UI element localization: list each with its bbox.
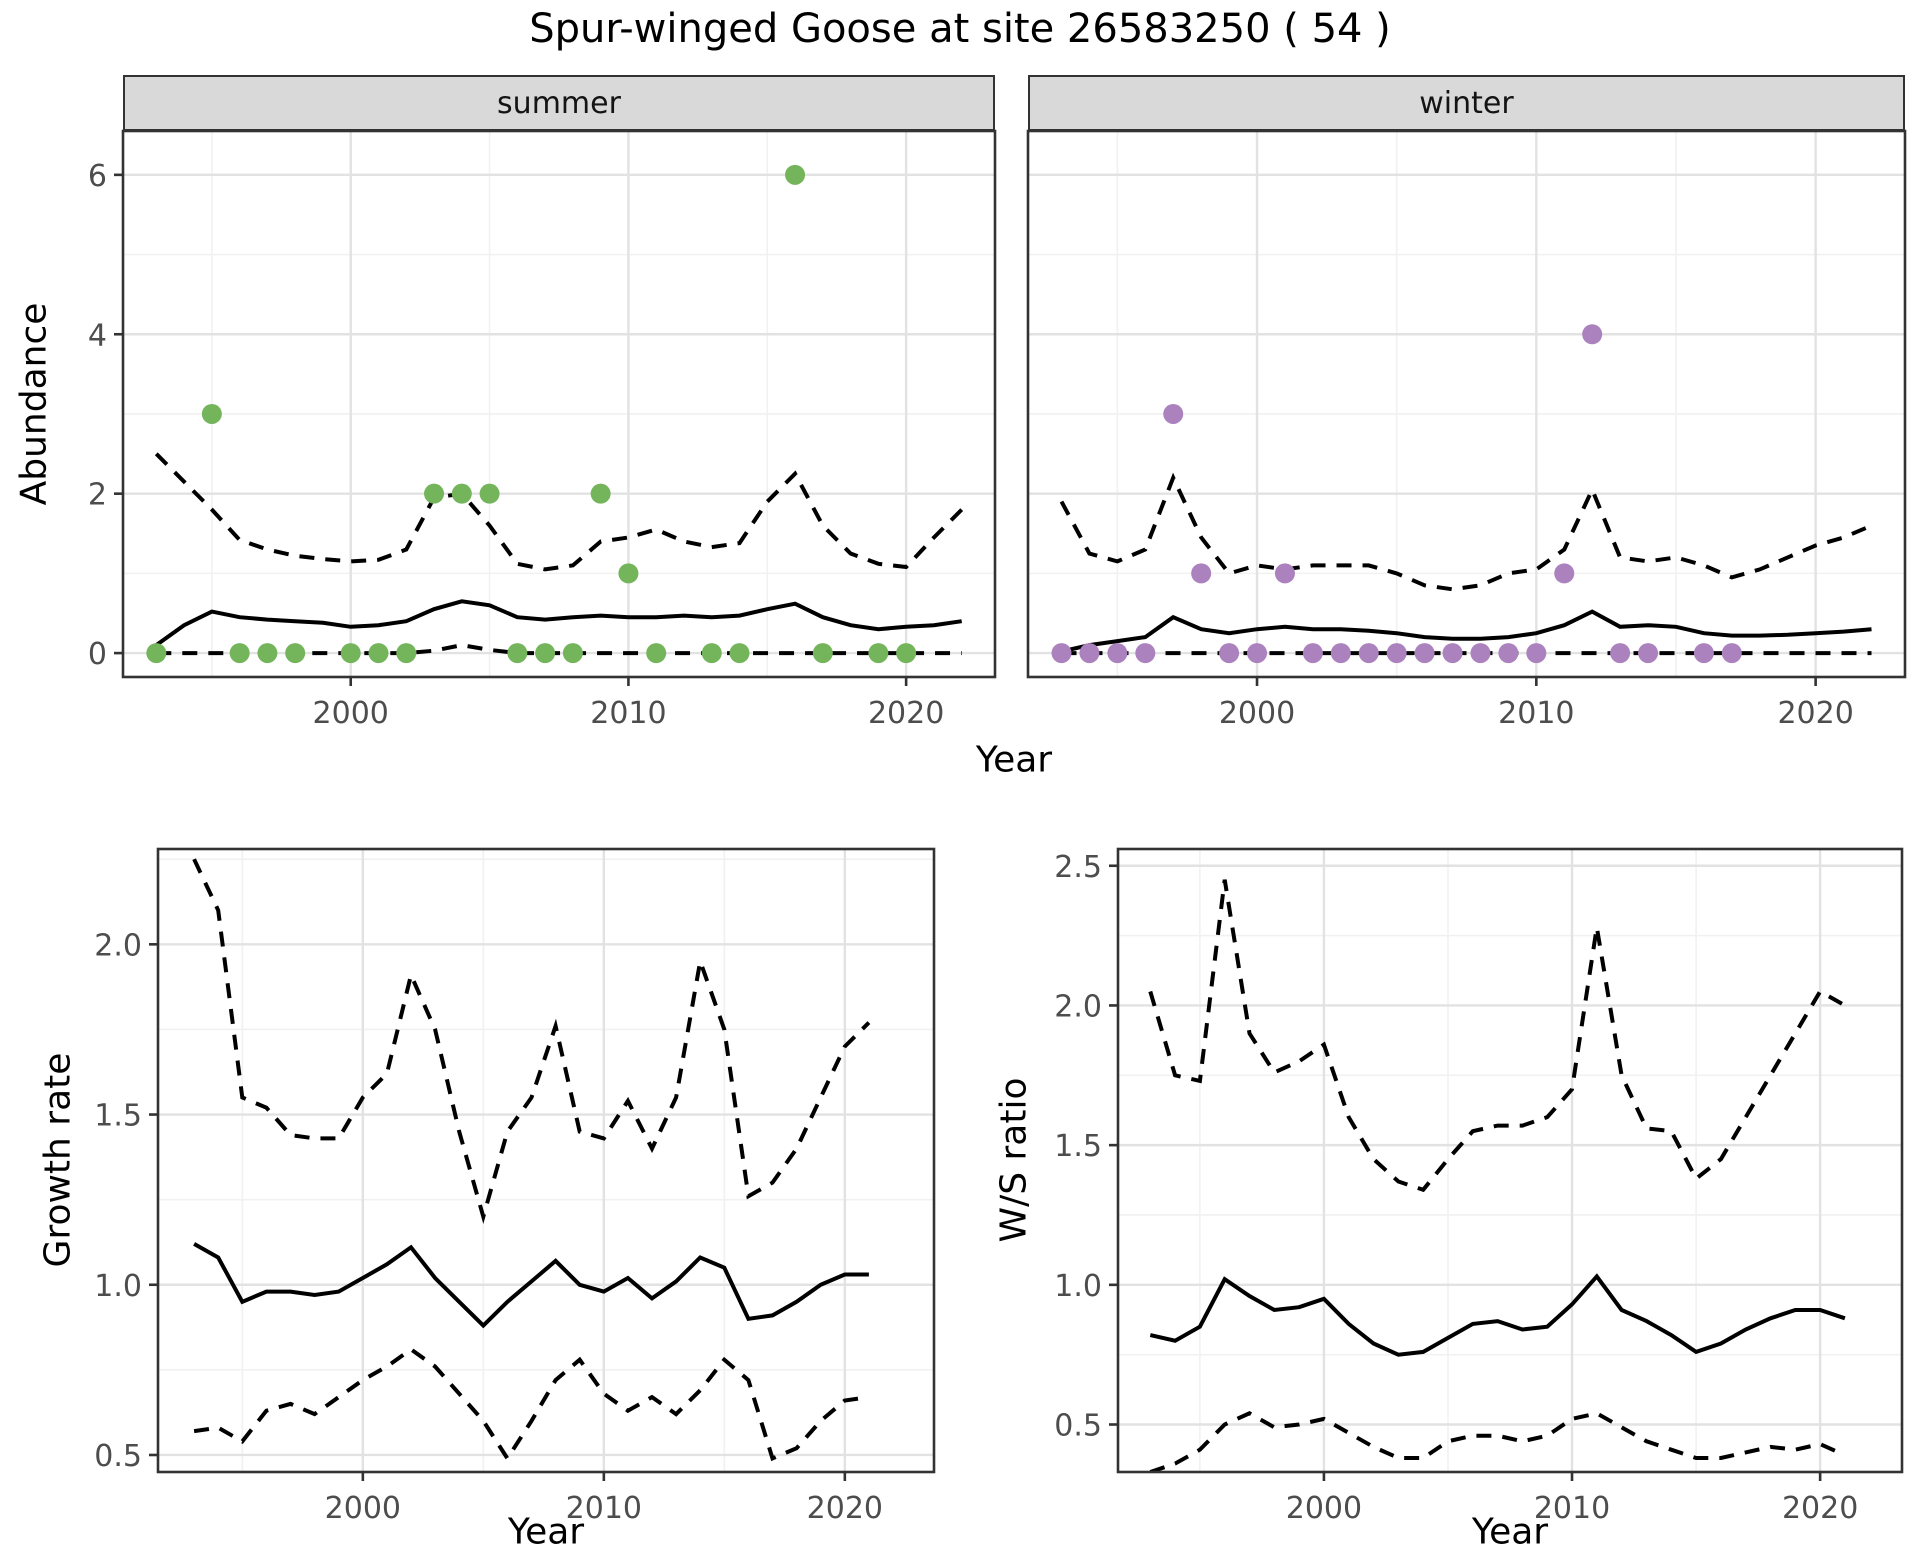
panel-growth-rate-x-tick-label: 2020 — [807, 1491, 883, 1526]
panel-ws-ratio-x-tick-label: 2000 — [1286, 1491, 1362, 1526]
panel-abundance-winter-point — [1191, 563, 1212, 584]
panel-abundance-summer-point — [618, 563, 639, 584]
panel-abundance-summer-point — [812, 643, 833, 664]
panel-abundance-summer-upper-line — [154, 452, 964, 572]
panel-abundance-winter-upper-line — [1059, 472, 1873, 592]
panel-abundance-summer-point — [229, 643, 250, 664]
panel-growth-rate: 2000 2010 2020 0.5 1.0 1.5 2.0 — [94, 847, 936, 1526]
panel-abundance-winter-point — [1470, 643, 1491, 664]
panel-abundance-summer-point — [729, 643, 750, 664]
panel-abundance-winter-point — [1610, 643, 1631, 664]
panel-abundance-summer-x-tick-label: 2000 — [313, 696, 389, 731]
panel-abundance-summer-median-line — [155, 599, 962, 647]
panel-growth-rate-lower-line — [193, 1346, 870, 1463]
panel-abundance-summer-point — [535, 643, 556, 664]
panel-abundance-summer-point — [507, 643, 528, 664]
facet-strip-winter-label: winter — [1419, 85, 1514, 121]
panel-ws-ratio-x-tick-label: 2010 — [1534, 1491, 1610, 1526]
panel-ws-ratio-y-tick-label: 2.5 — [1054, 850, 1102, 885]
panel-abundance-winter-point — [1135, 643, 1156, 664]
facet-strip-winter: winter — [1028, 75, 1905, 131]
panel-abundance-summer-point — [590, 483, 611, 504]
panel-growth-rate-y-tick-label: 1.0 — [94, 1269, 142, 1304]
ws-ratio-y-axis-title: W/S ratio — [993, 1077, 1035, 1243]
panel-abundance-winter-point — [1219, 643, 1240, 664]
panel-abundance-winter-point — [1107, 643, 1128, 664]
panel-abundance-summer-point — [562, 643, 583, 664]
panel-abundance-summer: 2000 2010 2020 0 2 4 6 — [88, 129, 997, 731]
panel-ws-ratio-y-tick-label: 1.0 — [1054, 1269, 1102, 1304]
panel-growth-rate-y-tick-label: 0.5 — [94, 1439, 142, 1474]
panel-abundance-winter-point — [1693, 643, 1714, 664]
panel-growth-rate-x-tick-label: 2000 — [325, 1491, 401, 1526]
panel-abundance-winter-median-line — [1061, 609, 1872, 654]
panel-ws-ratio-y-tick-label: 1.5 — [1054, 1129, 1102, 1164]
panel-abundance-summer-point — [285, 643, 306, 664]
panel-ws-ratio-x-tick-label: 2020 — [1782, 1491, 1858, 1526]
panel-abundance-winter-point — [1721, 643, 1742, 664]
panel-abundance-winter-point — [1414, 643, 1435, 664]
panel-abundance-winter: 2000 2010 2020 — [1026, 129, 1907, 731]
panel-ws-ratio-lower-line — [1149, 1411, 1846, 1472]
panel-abundance-summer-point — [368, 643, 389, 664]
panel-abundance-winter-x-tick-label: 2010 — [1498, 696, 1574, 731]
panel-growth-rate-x-tick-label: 2010 — [566, 1491, 642, 1526]
abundance-x-axis-title: Year — [975, 739, 1053, 781]
panel-abundance-summer-point — [424, 483, 445, 504]
panel-abundance-summer-point — [701, 643, 722, 664]
panel-abundance-winter-point — [1554, 563, 1575, 584]
growth-rate-x-axis-title: Year — [507, 1511, 585, 1553]
panel-abundance-winter-point — [1638, 643, 1659, 664]
panel-ws-ratio: 2000 2010 2020 0.5 1.0 1.5 2.0 2.5 — [1054, 847, 1904, 1526]
panel-growth-rate-y-tick-label: 1.5 — [94, 1099, 142, 1134]
panel-abundance-summer-y-tick-label: 6 — [88, 159, 107, 194]
panel-ws-ratio-median-line — [1149, 1273, 1846, 1357]
panel-abundance-summer-point — [451, 483, 472, 504]
panel-ws-ratio-upper-line — [1148, 879, 1846, 1193]
panel-ws-ratio-y-tick-label: 0.5 — [1054, 1409, 1102, 1444]
facet-strip-summer-label: summer — [497, 85, 621, 121]
panel-abundance-summer-y-tick-label: 0 — [88, 637, 107, 672]
panel-ws-ratio-y-tick-label: 2.0 — [1054, 989, 1102, 1024]
panel-abundance-winter-point — [1302, 643, 1323, 664]
panel-abundance-summer-point — [201, 403, 222, 424]
panel-abundance-winter-point — [1442, 643, 1463, 664]
panel-abundance-summer-point — [257, 643, 278, 664]
panel-abundance-winter-point — [1247, 643, 1268, 664]
panel-abundance-summer-point — [146, 643, 167, 664]
panel-abundance-winter-x-tick-label: 2000 — [1219, 696, 1295, 731]
panel-abundance-summer-point — [646, 643, 667, 664]
panel-abundance-winter-point — [1358, 643, 1379, 664]
panel-abundance-summer-point — [896, 643, 917, 664]
panel-growth-rate-upper-line — [192, 858, 871, 1225]
abundance-y-axis-title: Abundance — [13, 302, 55, 506]
panel-abundance-summer-y-tick-label: 2 — [88, 478, 107, 513]
facet-strip-summer: summer — [123, 75, 995, 131]
panel-growth-rate-y-tick-label: 2.0 — [94, 928, 142, 963]
panel-abundance-winter-point — [1330, 643, 1351, 664]
panel-abundance-summer-point — [340, 643, 361, 664]
panel-abundance-winter-point — [1386, 643, 1407, 664]
panel-abundance-winter-point — [1051, 643, 1072, 664]
panel-abundance-summer-y-tick-label: 4 — [88, 318, 107, 353]
panel-abundance-winter-x-tick-label: 2020 — [1777, 696, 1853, 731]
ws-ratio-x-axis-title: Year — [1471, 1511, 1549, 1553]
panel-abundance-summer-point — [479, 483, 500, 504]
panel-abundance-winter-point — [1079, 643, 1100, 664]
panel-abundance-summer-point — [785, 164, 806, 185]
panel-abundance-winter-point — [1526, 643, 1547, 664]
panel-abundance-summer-x-tick-label: 2010 — [590, 696, 666, 731]
panel-growth-rate-median-line — [193, 1242, 869, 1329]
growth-rate-y-axis-title: Growth rate — [37, 1052, 79, 1268]
panel-abundance-winter-point — [1498, 643, 1519, 664]
panel-abundance-summer-point — [396, 643, 417, 664]
panel-abundance-summer-x-tick-label: 2020 — [868, 696, 944, 731]
panel-abundance-winter-point — [1274, 563, 1295, 584]
panel-abundance-winter-point — [1582, 324, 1603, 345]
panel-abundance-winter-point — [1163, 403, 1184, 424]
figure-title: Spur-winged Goose at site 26583250 ( 54 … — [529, 6, 1391, 52]
panel-abundance-summer-point — [868, 643, 889, 664]
